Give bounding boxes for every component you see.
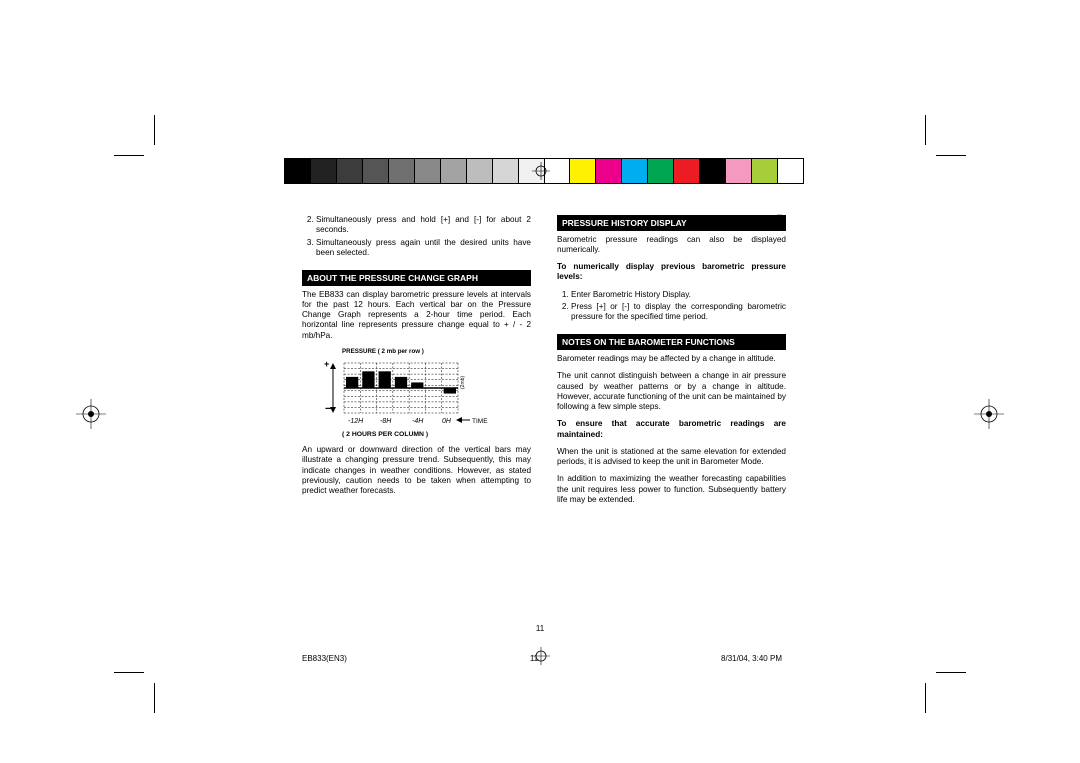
color-swatch: [622, 159, 648, 183]
body-text: In addition to maximizing the weather fo…: [557, 474, 786, 505]
crop-mark: [114, 155, 144, 156]
print-footer: EB833(EN3) 11 8/31/04, 3:40 PM: [302, 654, 782, 663]
registration-mark-icon: [76, 399, 106, 429]
doc-id: EB833(EN3): [302, 654, 347, 663]
registration-mark-icon: [974, 399, 1004, 429]
manual-content: Simultaneously press and hold [+] and [-…: [302, 215, 786, 640]
body-text: Barometer readings may be affected by a …: [557, 354, 786, 364]
instruction-item: Simultaneously press and hold [+] and [-…: [316, 215, 531, 236]
instruction-item: Simultaneously press again until the des…: [316, 238, 531, 259]
color-swatch: [648, 159, 674, 183]
crop-mark: [925, 683, 926, 713]
right-column: PRESSURE HISTORY DISPLAY Barometric pres…: [557, 215, 786, 640]
pressure-change-graph: PRESSURE ( 2 mb per row ) + − -12H -8H -…: [320, 348, 490, 439]
registration-mark-icon: [532, 162, 550, 180]
crop-mark: [925, 115, 926, 145]
color-swatch: [778, 159, 803, 183]
body-text: Barometric pressure readings can also be…: [557, 235, 786, 256]
body-text: When the unit is stationed at the same e…: [557, 447, 786, 468]
print-date: 8/31/04, 3:40 PM: [721, 654, 782, 663]
crop-mark: [114, 672, 144, 673]
color-swatch: [726, 159, 752, 183]
svg-text:-8H: -8H: [380, 418, 392, 425]
color-swatch: [570, 159, 596, 183]
color-swatch: [700, 159, 726, 183]
svg-text:−: −: [325, 403, 331, 415]
svg-text:-12H: -12H: [348, 418, 364, 425]
color-swatch: [415, 159, 441, 183]
color-swatch: [363, 159, 389, 183]
color-swatch: [752, 159, 778, 183]
svg-text:0H: 0H: [442, 418, 452, 425]
color-swatch: [285, 159, 311, 183]
section-heading: PRESSURE HISTORY DISPLAY: [557, 215, 786, 231]
crop-mark: [936, 155, 966, 156]
print-page: EN Simultaneously press and hold [+] and…: [154, 155, 926, 673]
body-text: An upward or downward direction of the v…: [302, 445, 531, 496]
body-text-bold: To numerically display previous barometr…: [557, 262, 786, 283]
svg-text:(2mb): (2mb): [460, 375, 466, 388]
body-text: The EB833 can display barometric pressur…: [302, 290, 531, 341]
page-number: 11: [536, 624, 544, 633]
crop-mark: [936, 672, 966, 673]
svg-text:-4H: -4H: [412, 418, 424, 425]
color-swatch: [441, 159, 467, 183]
instruction-list: Simultaneously press and hold [+] and [-…: [302, 215, 531, 258]
color-swatch: [493, 159, 519, 183]
body-text: The unit cannot distinguish between a ch…: [557, 371, 786, 412]
color-swatch: [389, 159, 415, 183]
instruction-item: Press [+] or [-] to display the correspo…: [571, 302, 786, 323]
time-label: TIME: [472, 418, 488, 425]
instruction-item: Enter Barometric History Display.: [571, 290, 786, 300]
section-heading: ABOUT THE PRESSURE CHANGE GRAPH: [302, 270, 531, 286]
crop-mark: [154, 115, 155, 145]
color-swatch: [596, 159, 622, 183]
bar-graph-icon: + − -12H -8H -4H 0H TIME: [320, 357, 490, 429]
foot-page: 11: [530, 654, 538, 663]
color-swatch: [311, 159, 337, 183]
graph-axis-label: ( 2 HOURS PER COLUMN ): [342, 431, 490, 439]
color-swatch: [337, 159, 363, 183]
crop-mark: [154, 683, 155, 713]
section-heading: NOTES ON THE BAROMETER FUNCTIONS: [557, 334, 786, 350]
svg-text:+: +: [324, 359, 329, 369]
left-column: Simultaneously press and hold [+] and [-…: [302, 215, 531, 640]
body-text-bold: To ensure that accurate barometric readi…: [557, 419, 786, 440]
instruction-list: Enter Barometric History Display. Press […: [557, 290, 786, 323]
graph-axis-label: PRESSURE ( 2 mb per row ): [342, 348, 490, 356]
color-swatch: [467, 159, 493, 183]
color-swatch: [674, 159, 700, 183]
